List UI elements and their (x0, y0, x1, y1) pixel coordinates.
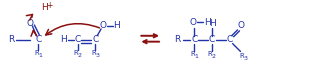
Text: R: R (239, 53, 244, 59)
Text: 3: 3 (95, 53, 99, 58)
Text: R: R (73, 50, 78, 56)
Text: R: R (190, 51, 195, 57)
Text: C: C (75, 35, 81, 44)
Text: 1: 1 (38, 53, 42, 58)
Text: R: R (174, 35, 181, 44)
Text: H: H (113, 21, 120, 30)
Text: C: C (35, 35, 41, 44)
Text: R: R (208, 51, 212, 57)
Text: +: + (46, 1, 52, 10)
Text: 2: 2 (77, 53, 82, 58)
Text: O: O (190, 18, 197, 27)
Text: O: O (100, 21, 107, 30)
Text: R: R (8, 35, 14, 44)
Text: R: R (34, 50, 39, 56)
Text: 1: 1 (194, 54, 198, 59)
Text: 2: 2 (212, 54, 216, 59)
Text: R: R (91, 50, 96, 56)
Text: H: H (204, 18, 211, 27)
Text: C: C (209, 35, 215, 44)
Text: 3: 3 (244, 56, 247, 61)
Text: H: H (209, 19, 215, 28)
Text: H: H (41, 3, 48, 12)
Text: C: C (227, 35, 233, 44)
Text: O: O (238, 21, 245, 30)
Text: H: H (60, 35, 67, 44)
Text: O: O (27, 18, 34, 27)
Text: C: C (92, 35, 98, 44)
Text: C: C (191, 35, 197, 44)
